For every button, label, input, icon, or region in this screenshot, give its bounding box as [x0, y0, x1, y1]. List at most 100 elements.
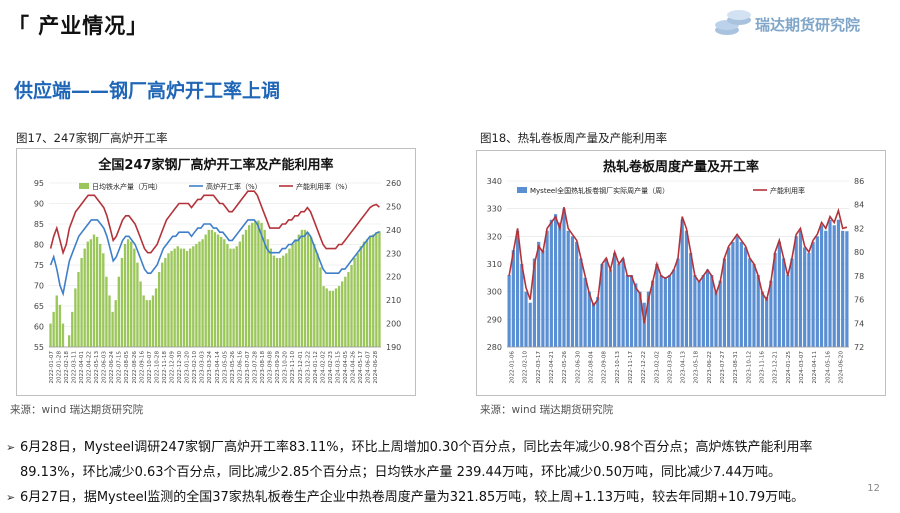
bar: [344, 276, 347, 347]
bar: [167, 253, 170, 347]
x-tick-label: 2023-03-24: [207, 351, 213, 384]
bar: [185, 250, 189, 347]
bar: [263, 229, 266, 347]
hot-rolled-chart: 热轧卷板周度产量及开工率 280 290 300 310 320 330 340 72 74 76 7…: [487, 159, 864, 384]
bar: [148, 300, 152, 347]
bar: [570, 236, 575, 347]
x-tick-label: 2023-04-14: [215, 351, 221, 384]
bar: [325, 288, 328, 347]
x-tick-label: 2022-06-24: [109, 351, 115, 384]
bar: [254, 220, 257, 347]
bar: [170, 250, 173, 347]
bar: [130, 241, 133, 347]
bar: [541, 250, 545, 347]
legend-swatch-bar: [517, 187, 527, 193]
bar: [151, 295, 155, 347]
bar: [297, 234, 300, 347]
bar: [157, 272, 161, 347]
bar: [316, 253, 319, 347]
bar: [306, 232, 310, 347]
y-right-tick-label: 74: [854, 319, 864, 328]
bar: [515, 230, 520, 347]
bar: [257, 220, 260, 347]
bar: [739, 241, 743, 347]
x-tick-label: 2022-12-09: [170, 351, 176, 384]
bar: [241, 234, 245, 347]
bar: [92, 234, 96, 347]
y-right-tick-label: 80: [854, 248, 864, 257]
x-tick-label: 2022-09-08: [602, 351, 608, 384]
y-left-tick-label: 65: [34, 302, 44, 311]
bar: [566, 230, 570, 347]
x-tick-label: 2022-11-18: [162, 351, 168, 384]
bar: [596, 297, 600, 347]
bar: [697, 280, 701, 347]
bar: [781, 258, 786, 347]
figure18-caption: 图18、热轧卷板周产量及产能利用率: [480, 131, 668, 145]
x-tick-label: 2024-06-20: [838, 351, 844, 384]
bar: [642, 302, 646, 347]
bar: [638, 291, 642, 347]
x-tick-label: 2022-05-13: [94, 351, 100, 384]
bar: [173, 248, 176, 347]
bar: [520, 264, 524, 347]
bar: [727, 247, 731, 347]
y-left-tick-label: 300: [487, 288, 502, 297]
bar: [95, 236, 99, 347]
bar: [133, 248, 136, 347]
bar: [58, 304, 62, 347]
bar: [216, 234, 220, 347]
bar: [362, 241, 366, 347]
bar: [142, 295, 145, 347]
bar: [223, 239, 226, 347]
x-tick-label: 2023-08-31: [733, 351, 739, 384]
bar: [553, 214, 558, 347]
x-tick-label: 2023-07-27: [720, 351, 726, 384]
bar: [663, 277, 667, 347]
x-tick-label: 2022-11-17: [628, 351, 634, 384]
bar: [537, 241, 541, 347]
x-tick-label: 2023-12-01: [298, 351, 304, 384]
x-tick-label: 2024-01-25: [786, 351, 792, 384]
capacity-utilization-line: [49, 190, 380, 256]
bar: [790, 258, 794, 347]
bar: [182, 248, 186, 347]
bar: [117, 276, 120, 347]
x-tick-label: 2022-10-13: [615, 351, 621, 384]
bar: [828, 219, 832, 347]
legend-label: 日均铁水产量（万吨）: [92, 182, 162, 191]
bar: [145, 300, 148, 347]
x-tick-label: 2022-08-26: [132, 351, 138, 384]
bar: [832, 225, 836, 347]
x-tick-label: 2022-10-07: [147, 351, 153, 384]
bar: [756, 275, 760, 347]
bar: [836, 219, 841, 347]
y-right-tick-label: 200: [386, 320, 401, 329]
x-tick-label: 2024-05-16: [825, 351, 831, 384]
figure18-source: 来源：wind 瑞达期货研究院: [480, 404, 614, 416]
bar: [722, 258, 727, 347]
bar: [579, 258, 583, 347]
bar: [179, 248, 183, 347]
x-tick-label: 2022-09-16: [139, 351, 145, 384]
y-left-tick-label: 290: [487, 315, 502, 324]
bar: [634, 283, 638, 347]
bar: [83, 248, 86, 347]
x-tick-label: 2023-10-12: [746, 351, 752, 384]
x-tick-label: 2023-01-20: [185, 351, 191, 384]
x-tick-label: 2022-01-28: [56, 351, 62, 384]
bar: [558, 222, 562, 347]
bar: [67, 335, 71, 347]
x-tick-label: 2022-04-22: [87, 351, 93, 384]
bar: [819, 225, 824, 347]
bar: [294, 239, 297, 347]
bar: [275, 257, 279, 347]
bar: [341, 281, 344, 347]
figure17-chart-frame: 全国247家钢厂高炉开工率及产能利用率 55 60 65 70 75 80 85 90 95 190…: [16, 148, 416, 396]
y-right-tick-label: 78: [854, 272, 864, 281]
bar: [201, 239, 204, 347]
bar: [689, 252, 693, 347]
x-tick-label: 2023-03-09: [667, 351, 673, 384]
y-left-tick-label: 85: [34, 220, 44, 229]
bar: [545, 230, 549, 347]
